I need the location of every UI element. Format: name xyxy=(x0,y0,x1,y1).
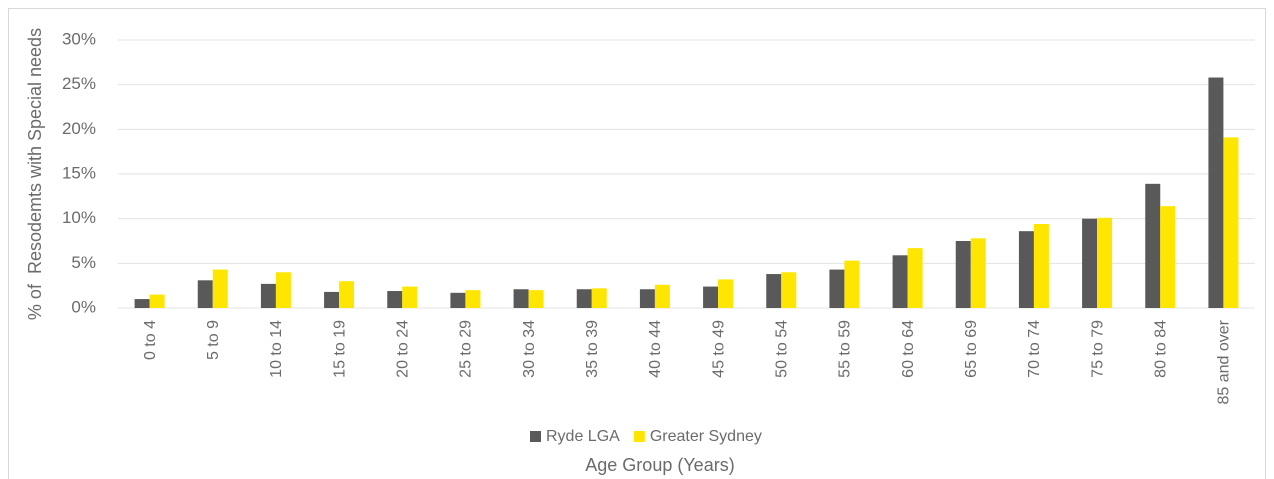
bar xyxy=(591,288,607,308)
bar xyxy=(1160,206,1176,308)
bar xyxy=(576,289,592,308)
y-tick-label: 25% xyxy=(62,74,96,93)
bar xyxy=(829,269,845,308)
bar xyxy=(260,283,276,308)
x-tick-label: 0 to 4 xyxy=(142,320,159,360)
legend-swatch xyxy=(530,431,541,442)
x-tick-label: 85 and over xyxy=(1216,319,1233,404)
y-axis-title: % of Resodemts with Special needs xyxy=(25,28,45,320)
bar xyxy=(1145,183,1161,308)
y-tick-label: 30% xyxy=(62,29,96,48)
y-tick-label: 0% xyxy=(71,297,96,316)
bar xyxy=(1223,137,1239,308)
bar xyxy=(402,286,418,308)
bar xyxy=(339,281,355,308)
bar xyxy=(718,279,734,308)
x-tick-label: 55 to 59 xyxy=(837,320,854,378)
y-tick-label: 20% xyxy=(62,119,96,138)
x-tick-label: 75 to 79 xyxy=(1089,320,1106,378)
x-tick-label: 50 to 54 xyxy=(773,320,790,378)
bar xyxy=(212,269,228,308)
bar xyxy=(970,238,986,308)
bar xyxy=(1082,218,1098,308)
x-tick-label: 35 to 39 xyxy=(584,320,601,378)
bar xyxy=(275,272,291,308)
x-tick-label: 80 to 84 xyxy=(1152,320,1169,378)
x-tick-label: 45 to 49 xyxy=(710,320,727,378)
x-tick-label: 40 to 44 xyxy=(647,320,664,378)
x-tick-label: 20 to 24 xyxy=(394,320,411,378)
bar xyxy=(324,291,340,308)
legend-label: Greater Sydney xyxy=(650,428,762,445)
y-tick-label: 15% xyxy=(62,163,96,182)
x-tick-label: 60 to 64 xyxy=(900,320,917,378)
x-tick-label: 15 to 19 xyxy=(331,320,348,378)
bar xyxy=(513,289,529,308)
bar xyxy=(450,292,466,308)
bar xyxy=(766,274,782,308)
bar xyxy=(1018,231,1034,308)
bar xyxy=(639,289,655,308)
x-tick-label: 30 to 34 xyxy=(521,320,538,378)
x-tick-label: 10 to 14 xyxy=(268,320,285,378)
y-tick-label: 5% xyxy=(71,253,96,272)
x-tick-label: 70 to 74 xyxy=(1026,320,1043,378)
bar xyxy=(387,291,403,308)
bar xyxy=(781,272,797,308)
bar xyxy=(955,241,971,308)
bar xyxy=(528,290,544,308)
bar xyxy=(134,299,150,308)
bar xyxy=(654,284,670,308)
x-tick-label: 5 to 9 xyxy=(205,320,222,360)
legend-label: Ryde LGA xyxy=(546,428,620,445)
bar xyxy=(1033,224,1049,308)
legend-swatch xyxy=(633,431,645,442)
chart-border xyxy=(8,8,1266,479)
bar xyxy=(703,286,719,308)
bar xyxy=(892,255,908,308)
bar xyxy=(197,280,213,308)
bar xyxy=(844,260,860,308)
bar xyxy=(907,248,923,308)
bar xyxy=(1208,77,1224,309)
x-tick-label: 25 to 29 xyxy=(458,320,475,378)
x-tick-label: 65 to 69 xyxy=(963,320,980,378)
x-axis-title: Age Group (Years) xyxy=(585,455,734,475)
y-tick-label: 10% xyxy=(62,208,96,227)
bar xyxy=(1097,217,1113,308)
bar xyxy=(149,294,165,308)
bar xyxy=(465,290,481,308)
